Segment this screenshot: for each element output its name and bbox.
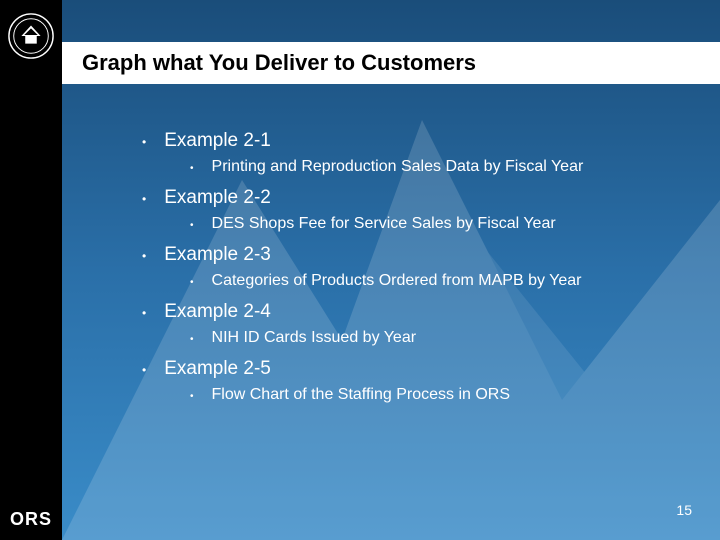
content-area: Graph what You Deliver to Customers • Ex… — [62, 0, 720, 540]
list-item-level2: • DES Shops Fee for Service Sales by Fis… — [190, 215, 680, 234]
item-sub: Printing and Reproduction Sales Data by … — [212, 158, 584, 176]
ors-logo: ORS — [10, 509, 52, 530]
item-label: Example 2-3 — [164, 244, 271, 266]
bullet-icon: • — [190, 275, 194, 291]
item-sub: Categories of Products Ordered from MAPB… — [212, 272, 582, 290]
nih-logo-icon — [7, 12, 55, 60]
bullet-icon: • — [190, 332, 194, 348]
item-label: Example 2-2 — [164, 187, 271, 209]
list-item: • Example 2-5 • Flow Chart of the Staffi… — [142, 358, 680, 405]
bullet-list: • Example 2-1 • Printing and Reproductio… — [142, 130, 680, 415]
list-item: • Example 2-1 • Printing and Reproductio… — [142, 130, 680, 177]
item-label: Example 2-4 — [164, 301, 271, 323]
bullet-icon: • — [190, 389, 194, 405]
list-item: • Example 2-4 • NIH ID Cards Issued by Y… — [142, 301, 680, 348]
list-item: • Example 2-3 • Categories of Products O… — [142, 244, 680, 291]
bullet-icon: • — [190, 218, 194, 234]
bullet-icon: • — [142, 304, 146, 323]
page-number: 15 — [676, 502, 692, 518]
list-item-level1: • Example 2-3 — [142, 244, 680, 266]
item-sub: NIH ID Cards Issued by Year — [212, 329, 417, 347]
bullet-icon: • — [142, 133, 146, 152]
page-title: Graph what You Deliver to Customers — [82, 50, 476, 76]
bullet-icon: • — [142, 361, 146, 380]
item-label: Example 2-1 — [164, 130, 271, 152]
list-item-level2: • Printing and Reproduction Sales Data b… — [190, 158, 680, 177]
item-sub: DES Shops Fee for Service Sales by Fisca… — [212, 215, 556, 233]
list-item-level2: • Categories of Products Ordered from MA… — [190, 272, 680, 291]
list-item-level1: • Example 2-2 — [142, 187, 680, 209]
bullet-icon: • — [142, 247, 146, 266]
list-item: • Example 2-2 • DES Shops Fee for Servic… — [142, 187, 680, 234]
bullet-icon: • — [190, 161, 194, 177]
list-item-level1: • Example 2-4 — [142, 301, 680, 323]
item-label: Example 2-5 — [164, 358, 271, 380]
list-item-level1: • Example 2-5 — [142, 358, 680, 380]
item-sub: Flow Chart of the Staffing Process in OR… — [212, 386, 511, 404]
sidebar: ORS — [0, 0, 62, 540]
bullet-icon: • — [142, 190, 146, 209]
list-item-level2: • NIH ID Cards Issued by Year — [190, 329, 680, 348]
title-bar: Graph what You Deliver to Customers — [62, 42, 720, 84]
list-item-level1: • Example 2-1 — [142, 130, 680, 152]
list-item-level2: • Flow Chart of the Staffing Process in … — [190, 386, 680, 405]
